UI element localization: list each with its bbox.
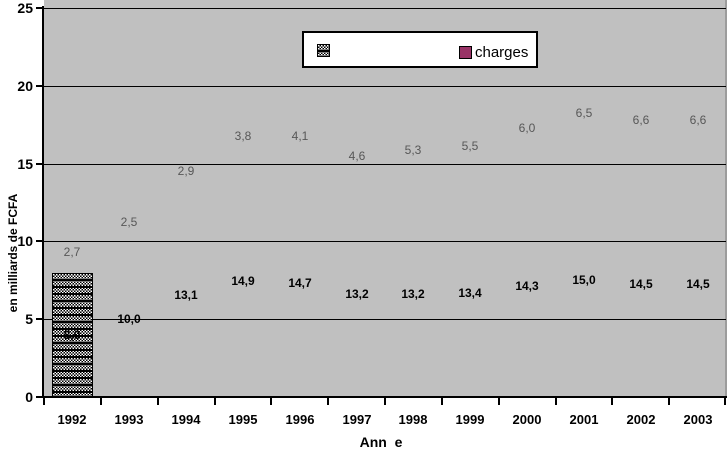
x-axis-title: Ann e [359,434,403,450]
gridline-25 [44,8,726,9]
x-category-label: 2003 [683,412,713,427]
y-tick-15 [36,163,43,165]
legend-entry-charges: charges [459,44,528,61]
data-label-charges-1995: 3,8 [234,129,252,143]
x-tick-5 [327,398,329,405]
legend: charges [302,31,538,68]
data-label-charges-1992: 2,7 [63,245,81,259]
y-tick-0 [36,396,43,398]
x-tick-0 [43,398,45,405]
data-label-charges-1996: 4,1 [291,129,309,143]
x-tick-8 [498,398,500,405]
y-tick-20 [36,85,43,87]
legend-label: charges [475,44,529,61]
x-category-label: 1998 [398,412,428,427]
data-label-charges-2003: 6,6 [689,113,707,127]
plot-right-border [725,0,727,397]
data-label-series0-2000: 14,3 [515,279,539,293]
y-tick-25 [36,7,43,9]
data-label-series0-2002: 14,5 [629,277,653,291]
x-category-label: 1992 [57,412,87,427]
data-label-charges-1993: 2,5 [120,215,138,229]
y-tick-5 [36,318,43,320]
x-category-label: 1994 [171,412,201,427]
x-tick-1 [100,398,102,405]
hatch-swatch-icon [317,44,330,57]
color-swatch-icon [459,46,472,59]
y-tick-label-25: 25 [17,0,33,16]
gridline-10 [44,241,726,242]
x-axis-line [42,396,727,398]
x-category-label: 1997 [342,412,372,427]
x-tick-12 [724,398,726,405]
gridline-20 [44,86,726,87]
x-tick-2 [157,398,159,405]
x-tick-11 [668,398,670,405]
data-label-charges-2001: 6,5 [575,106,593,120]
data-label-series0-1996: 14,7 [288,276,312,290]
data-label-series0-1997: 13,2 [345,287,369,301]
x-tick-10 [611,398,613,405]
x-category-label: 1996 [285,412,315,427]
data-label-series0-1993: 10,0 [117,312,141,326]
data-label-series0-2003: 14,5 [686,277,710,291]
data-label-series0-1995: 14,9 [231,274,255,288]
x-category-label: 2001 [569,412,599,427]
x-tick-3 [214,398,216,405]
data-label-series0-1992: 8,0 [63,328,81,342]
data-label-charges-1998: 5,3 [404,143,422,157]
x-category-label: 2000 [512,412,542,427]
data-label-charges-2000: 6,0 [518,121,536,135]
y-tick-label-0: 0 [25,389,33,405]
x-tick-7 [441,398,443,405]
y-axis-title: en milliards de FCFA [6,193,20,313]
x-tick-6 [384,398,386,405]
y-tick-label-15: 15 [17,156,33,172]
data-label-charges-2002: 6,6 [632,113,650,127]
data-label-charges-1997: 4,6 [348,149,366,163]
gridline-5 [44,319,726,320]
data-label-series0-1994: 13,1 [174,288,198,302]
x-category-label: 1999 [455,412,485,427]
data-label-series0-2001: 15,0 [572,273,596,287]
bar-1992 [52,273,93,397]
y-tick-label-20: 20 [17,78,33,94]
y-tick-label-10: 10 [17,233,33,249]
x-category-label: 1995 [228,412,258,427]
data-label-charges-1994: 2,9 [177,164,195,178]
data-label-series0-1998: 13,2 [401,287,425,301]
data-label-charges-1999: 5,5 [461,139,479,153]
y-axis-line [42,6,44,398]
x-category-label: 1993 [114,412,144,427]
x-tick-9 [555,398,557,405]
data-label-series0-1999: 13,4 [458,286,482,300]
gridline-15 [44,164,726,165]
y-tick-10 [36,240,43,242]
legend-entry-series0 [317,44,333,57]
x-tick-4 [270,398,272,405]
y-tick-label-5: 5 [25,311,33,327]
x-category-label: 2002 [626,412,656,427]
